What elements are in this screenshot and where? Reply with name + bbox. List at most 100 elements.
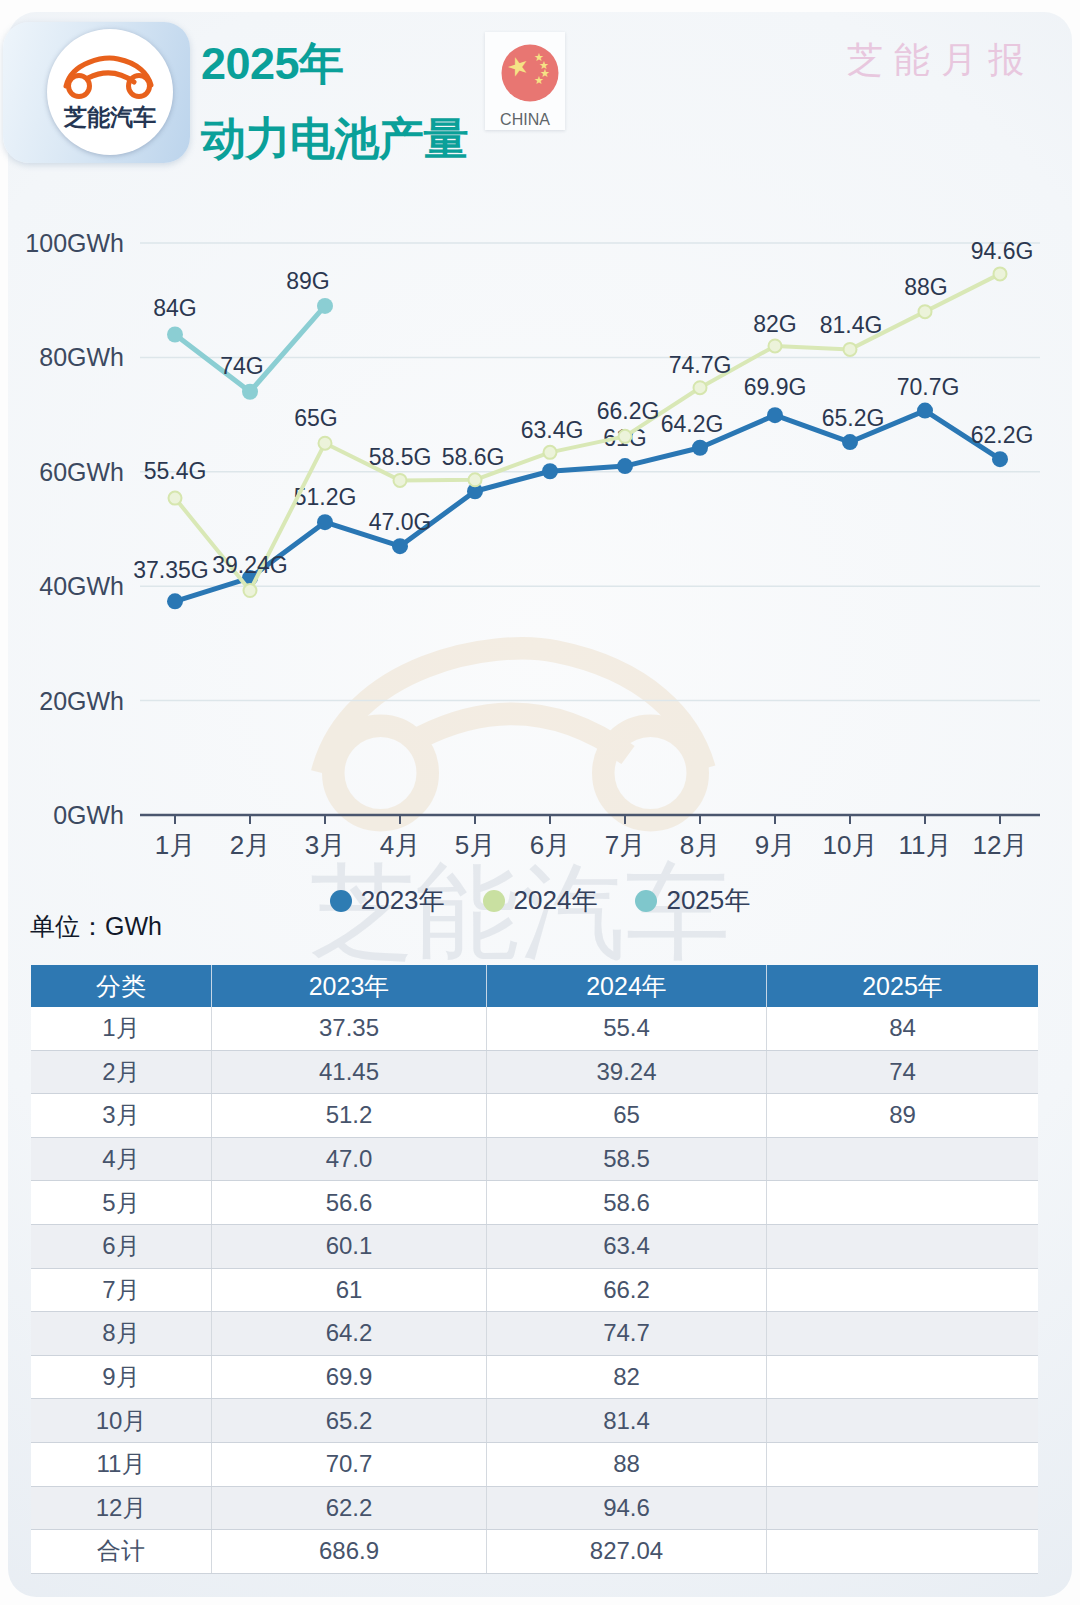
data-label: 74G: [220, 353, 263, 379]
series-marker: [619, 430, 632, 443]
svg-text:芝能汽车: 芝能汽车: [63, 104, 156, 130]
data-label: 69.9G: [744, 374, 807, 400]
table-cell: 69.9: [212, 1355, 487, 1399]
y-axis-label: 100GWh: [25, 229, 124, 257]
table-cell: [767, 1181, 1039, 1225]
series-marker: [317, 514, 333, 530]
data-label: 82G: [753, 311, 796, 337]
table-cell: 686.9: [212, 1530, 487, 1574]
table-cell: 合计: [31, 1530, 212, 1574]
table-row: 9月69.982: [31, 1355, 1038, 1399]
y-axis-label: 60GWh: [39, 458, 124, 486]
data-label: 88G: [904, 274, 947, 300]
series-marker: [842, 434, 858, 450]
legend-label: 2025年: [666, 883, 750, 918]
table-cell: 64.2: [212, 1312, 487, 1356]
title-year: 2025年: [201, 26, 468, 101]
table-cell: 11月: [31, 1442, 212, 1486]
table-cell: 39.24: [487, 1050, 767, 1094]
table-cell: 56.6: [212, 1181, 487, 1225]
x-axis-label: 7月: [605, 830, 645, 860]
table-row: 12月62.294.6: [31, 1486, 1038, 1530]
table-cell: 55.4: [487, 1007, 767, 1050]
table-cell: 3月: [31, 1094, 212, 1138]
table-cell: 5月: [31, 1181, 212, 1225]
x-axis-label: 6月: [530, 830, 570, 860]
data-label: 58.5G: [369, 444, 432, 470]
series-marker: [994, 267, 1007, 280]
data-label: 63.4G: [521, 417, 584, 443]
data-label: 55.4G: [144, 458, 207, 484]
y-axis-label: 0GWh: [53, 801, 124, 829]
data-label: 39.24G: [212, 552, 287, 578]
table-cell: 37.35: [212, 1007, 487, 1050]
series-marker: [169, 492, 182, 505]
table-cell: 7月: [31, 1268, 212, 1312]
x-axis-label: 3月: [305, 830, 345, 860]
legend-dot: [635, 890, 657, 912]
legend-item-2023年: 2023年: [330, 883, 445, 918]
y-axis-label: 40GWh: [39, 572, 124, 600]
table-cell: 66.2: [487, 1268, 767, 1312]
data-label: 65G: [294, 405, 337, 431]
series-marker: [919, 305, 932, 318]
table-cell: 58.6: [487, 1181, 767, 1225]
table-cell: 41.45: [212, 1050, 487, 1094]
x-axis-label: 9月: [755, 830, 795, 860]
series-marker: [394, 474, 407, 487]
series-marker: [992, 451, 1008, 467]
data-label: 58.6G: [442, 444, 505, 470]
table-cell: 10月: [31, 1399, 212, 1443]
table-cell: [767, 1442, 1039, 1486]
unit-note: 单位：GWh: [30, 910, 162, 943]
table-cell: 65: [487, 1094, 767, 1138]
table-cell: 89: [767, 1094, 1039, 1138]
data-label: 66.2G: [597, 398, 660, 424]
series-marker: [244, 584, 257, 597]
flag-caption: CHINA: [485, 111, 565, 129]
title-subject: 动力电池产量: [201, 101, 468, 176]
data-label: 62.2G: [971, 422, 1034, 448]
table-row: 5月56.658.6: [31, 1181, 1038, 1225]
x-axis-label: 8月: [680, 830, 720, 860]
x-axis-label: 5月: [455, 830, 495, 860]
series-marker: [319, 437, 332, 450]
series-marker: [167, 327, 183, 343]
series-marker: [844, 343, 857, 356]
x-axis-label: 11月: [899, 830, 952, 860]
data-label: 89G: [286, 268, 329, 294]
x-axis-label: 4月: [380, 830, 420, 860]
legend-label: 2024年: [514, 883, 598, 918]
series-marker: [769, 339, 782, 352]
series-line-2025年: [175, 306, 325, 392]
table-cell: 827.04: [487, 1530, 767, 1574]
series-marker: [694, 381, 707, 394]
data-label: 74.7G: [669, 352, 732, 378]
series-marker: [542, 463, 558, 479]
table-cell: [767, 1268, 1039, 1312]
series-marker: [392, 538, 408, 554]
table-cell: 8月: [31, 1312, 212, 1356]
table-header: 2023年: [212, 965, 487, 1007]
data-label: 94.6G: [971, 238, 1034, 264]
table-cell: 2月: [31, 1050, 212, 1094]
legend-item-2025年: 2025年: [635, 883, 750, 918]
table-row: 1月37.3555.484: [31, 1007, 1038, 1050]
table-row: 6月60.163.4: [31, 1224, 1038, 1268]
table-cell: [767, 1530, 1039, 1574]
table-cell: 58.5: [487, 1137, 767, 1181]
series-marker: [692, 440, 708, 456]
table-cell: 74.7: [487, 1312, 767, 1356]
table-cell: 65.2: [212, 1399, 487, 1443]
table-row: 4月47.058.5: [31, 1137, 1038, 1181]
data-label: 65.2G: [822, 405, 885, 431]
x-axis-label: 2月: [230, 830, 270, 860]
table-cell: [767, 1399, 1039, 1443]
series-marker: [917, 403, 933, 419]
table-cell: [767, 1312, 1039, 1356]
table-cell: 81.4: [487, 1399, 767, 1443]
table-row: 10月65.281.4: [31, 1399, 1038, 1443]
chart-legend: 2023年 2024年 2025年: [0, 883, 1080, 918]
page-title: 2025年 动力电池产量: [201, 26, 468, 176]
y-axis-label: 80GWh: [39, 343, 124, 371]
